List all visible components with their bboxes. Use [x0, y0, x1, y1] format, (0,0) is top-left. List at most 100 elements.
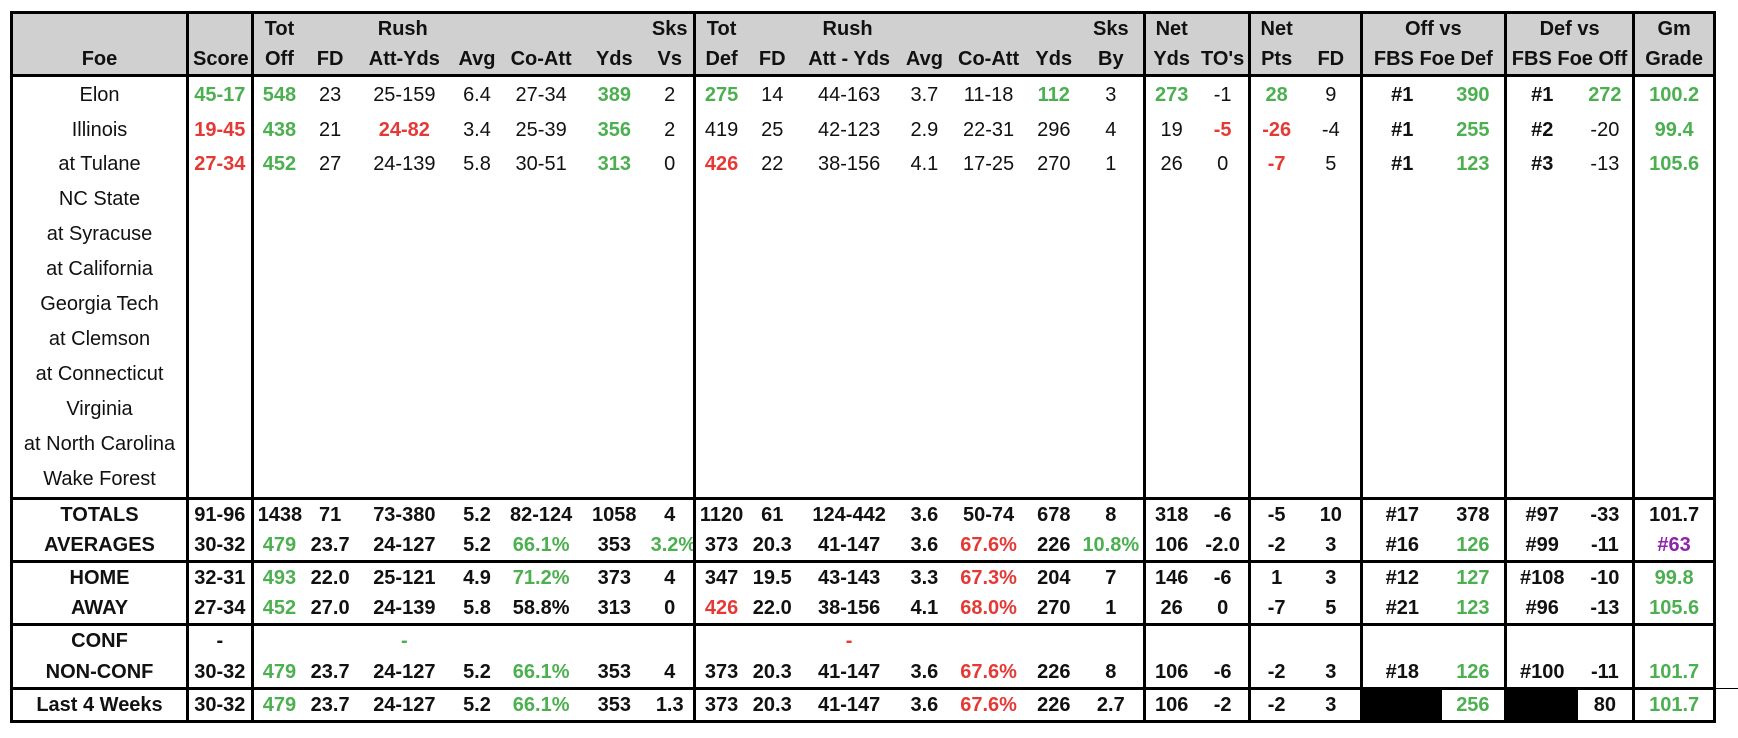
- stat-cell: [186, 251, 253, 287]
- stat-cell: #96: [1503, 593, 1578, 625]
- stat-cell: [692, 251, 748, 287]
- stat-cell: [355, 217, 454, 252]
- stat-cell: 5.8: [463, 153, 491, 176]
- stat-cell: 68.0%: [960, 597, 1017, 620]
- stat-cell: [1196, 623, 1250, 657]
- stat-cell: [1359, 686, 1442, 724]
- stat-cell: [646, 623, 695, 657]
- stat-cell: 356: [597, 118, 631, 141]
- game-row: at Connecticut: [9, 356, 1716, 392]
- stat-cell: [692, 391, 748, 427]
- foe-cell: AVERAGES: [9, 529, 188, 562]
- stat-cell: 8: [1078, 496, 1145, 530]
- stat-cell: [1302, 427, 1361, 462]
- stat-cell: [747, 427, 797, 462]
- stat-cell: -5: [1213, 118, 1232, 141]
- foe-cell: at Syracuse: [9, 216, 188, 252]
- stat-cell: 3.6: [910, 533, 939, 556]
- game-row: Virginia: [9, 391, 1716, 427]
- stat-cell: [747, 217, 797, 252]
- stat-cell: #97: [1503, 496, 1578, 530]
- stat-cell: [797, 427, 901, 462]
- stat-cell: [647, 462, 695, 499]
- stat-cell: [1632, 623, 1716, 657]
- stat-cell: [1503, 286, 1578, 322]
- stat-cell: [1078, 182, 1145, 217]
- stat-cell: [797, 322, 901, 357]
- stat-cell: [947, 623, 1030, 657]
- stat-cell: [1078, 392, 1145, 427]
- summary-row: TOTALS 91-96 1438 71 73-380 5.2 82-124 1058 4 112…: [9, 496, 1716, 530]
- stat-cell: [747, 252, 797, 287]
- stat-cell: [1442, 427, 1506, 462]
- summary-row: NON-CONF 30-32 479 23.7 24-127 5.2 66.1% 353 4 37…: [9, 656, 1716, 689]
- stat-cell: [1197, 322, 1250, 357]
- game-row: Illinois 19-45 438 21 24-82 3.4 25-39 356 2 419 25…: [9, 112, 1716, 147]
- stat-cell: [454, 182, 501, 217]
- stat-cell: [1248, 356, 1302, 392]
- stat-cell: [948, 462, 1030, 499]
- stat-cell: 270: [1037, 597, 1071, 620]
- stat-cell: [454, 357, 501, 392]
- team-stats-table: Tot Rush Sks Tot Rush Sks Net Net Off vs Def vs Gm…: [9, 11, 1716, 724]
- stat-cell: [1503, 426, 1578, 462]
- stat-cell: 10: [1301, 496, 1362, 530]
- stat-cell: [1503, 461, 1578, 499]
- stat-cell: 419: [692, 112, 748, 147]
- header-cell: Avg: [901, 44, 948, 77]
- stat-cell: -11: [1590, 660, 1619, 683]
- stat-cell: [500, 462, 582, 499]
- stat-cell: -: [186, 623, 253, 657]
- header-cell: Sks: [1078, 11, 1145, 44]
- stat-cell: 493: [250, 560, 306, 594]
- stat-cell: #108: [1503, 560, 1578, 594]
- stat-cell: [186, 461, 253, 499]
- stat-cell: -6: [1196, 496, 1250, 530]
- game-row: Georgia Tech: [9, 286, 1716, 322]
- stat-cell: [1578, 357, 1634, 392]
- stat-cell: [647, 287, 695, 322]
- stat-cell: 67.6%: [960, 660, 1017, 683]
- stat-cell: #3: [1503, 146, 1578, 182]
- header-cell: Rush: [747, 11, 948, 44]
- stat-cell: 275: [692, 75, 748, 113]
- foe-cell: Elon: [9, 75, 188, 113]
- header-cell: Pts: [1248, 44, 1302, 77]
- stat-cell: 479: [250, 529, 306, 562]
- stat-cell: 25: [761, 118, 784, 141]
- stat-cell: [1442, 462, 1506, 499]
- stat-cell: 426: [692, 593, 748, 625]
- stat-cell: 67.6%: [960, 533, 1017, 556]
- stat-cell: #1: [1503, 75, 1578, 113]
- header-cell: Grade: [1632, 44, 1716, 77]
- stat-cell: [647, 427, 695, 462]
- stat-cell: [1577, 623, 1634, 657]
- game-row: Elon 45-17 548 23 25-159 6.4 27-34 389 2 275 14 44-…: [9, 75, 1716, 113]
- summary-row: HOME 32-31 493 22.0 25-121 4.9 71.2% 373 4 347 19.…: [9, 560, 1716, 594]
- stat-cell: [355, 427, 454, 462]
- stat-cell: 20.3: [752, 660, 792, 683]
- stat-cell: [1632, 181, 1716, 217]
- stat-cell: [1359, 321, 1442, 357]
- stat-cell: [1029, 252, 1078, 287]
- stat-cell: 105.6: [1632, 593, 1716, 625]
- stat-cell: 42-123: [817, 118, 881, 141]
- stat-cell: [1442, 252, 1506, 287]
- stat-cell: [500, 287, 582, 322]
- stat-cell: [250, 216, 306, 252]
- stat-cell: [1197, 217, 1250, 252]
- stat-cell: [1078, 357, 1145, 392]
- stat-cell: [1143, 181, 1197, 217]
- stat-cell: [250, 356, 306, 392]
- stat-cell: 127: [1441, 560, 1506, 594]
- header-cell: [1301, 11, 1362, 44]
- stat-cell: [1503, 216, 1578, 252]
- stat-cell: 66.1%: [500, 686, 582, 724]
- stat-cell: [582, 392, 647, 427]
- stat-cell: [250, 391, 306, 427]
- stat-cell: 27-34: [186, 593, 253, 625]
- stat-cell: -26: [1248, 112, 1302, 147]
- stat-cell: [1578, 392, 1634, 427]
- stat-cell: [1248, 286, 1302, 322]
- stat-cell: 1120: [692, 496, 748, 530]
